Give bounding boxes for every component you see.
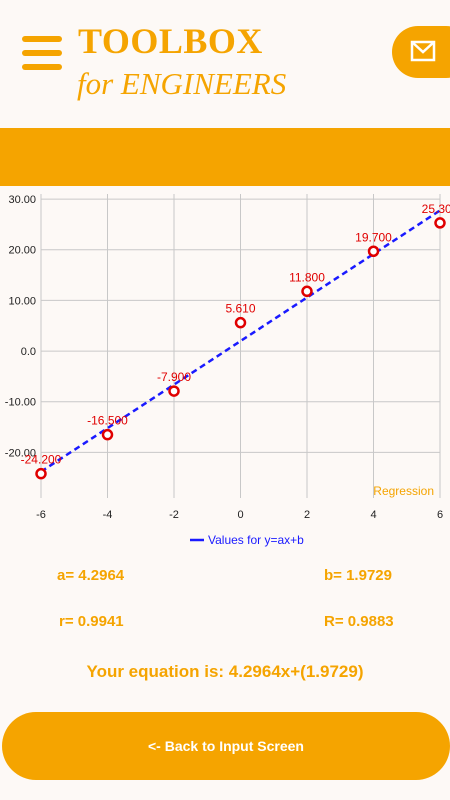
data-label: 5.610 [225, 302, 255, 316]
x-tick-label: 2 [304, 509, 310, 521]
app-title: TOOLBOX [78, 21, 263, 61]
coef-b: b= 1.9729 [324, 567, 392, 584]
data-point [301, 285, 313, 298]
x-tick-label: 4 [370, 509, 376, 521]
data-label: 11.800 [289, 270, 325, 284]
x-tick-label: -4 [103, 509, 113, 521]
data-point [367, 245, 380, 258]
equation-result: Your equation is: 4.2964x+(1.9729) [86, 662, 364, 681]
chart-description: Regression [373, 484, 434, 498]
data-point [168, 385, 180, 397]
y-tick-label: 20.00 [8, 245, 36, 257]
data-point [434, 217, 446, 229]
regression-chart: -6 -4 -2 0 2 4 6 30.00 20.00 10.00 0.0 -10.00 -20.00… [0, 186, 450, 556]
data-label: -24.200 [21, 453, 62, 467]
data-label: -7.900 [157, 370, 191, 384]
data-point [101, 428, 114, 441]
y-tick-label: 30.00 [8, 194, 36, 206]
coef-r: r= 0.9941 [59, 613, 124, 630]
y-tick-label: -10.00 [5, 397, 36, 409]
mail-button[interactable] [392, 26, 450, 78]
y-tick-label: 10.00 [8, 295, 36, 307]
mail-icon [410, 40, 436, 62]
data-label: -16.500 [87, 414, 128, 428]
x-tick-label: 6 [437, 509, 443, 521]
orange-band [0, 128, 450, 186]
coef-a: a= 4.2964 [57, 567, 125, 584]
data-point [35, 467, 47, 480]
y-tick-label: 0.0 [21, 346, 36, 358]
app-subtitle: for ENGINEERS [77, 66, 287, 101]
data-label: 19.700 [355, 230, 392, 244]
data-label: 25.300 [422, 202, 450, 216]
back-to-input-button[interactable]: <- Back to Input Screen [2, 712, 450, 780]
coef-R: R= 0.9883 [324, 613, 394, 630]
legend-label: Values for y=ax+b [208, 533, 304, 547]
x-tick-label: 0 [237, 509, 243, 521]
app-header: TOOLBOX for ENGINEERS [0, 0, 450, 128]
data-point [234, 316, 247, 329]
chart-svg: -6 -4 -2 0 2 4 6 30.00 20.00 10.00 0.0 -10.00 -20.00… [5, 194, 450, 547]
hamburger-icon[interactable] [22, 36, 62, 70]
y-tick-label: -20.00 [5, 447, 36, 459]
x-tick-label: -2 [169, 509, 179, 521]
x-tick-label: -6 [36, 509, 46, 521]
